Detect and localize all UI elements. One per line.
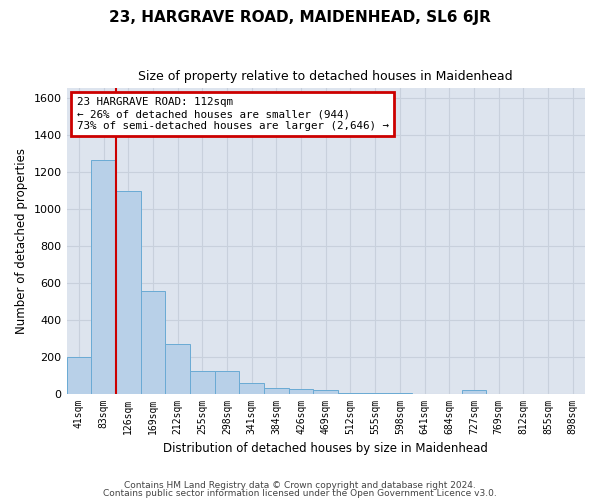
X-axis label: Distribution of detached houses by size in Maidenhead: Distribution of detached houses by size … — [163, 442, 488, 455]
Text: Contains public sector information licensed under the Open Government Licence v3: Contains public sector information licen… — [103, 488, 497, 498]
Bar — [116, 191, 140, 394]
Bar — [67, 357, 91, 394]
Title: Size of property relative to detached houses in Maidenhead: Size of property relative to detached ho… — [139, 70, 513, 83]
Text: 23 HARGRAVE ROAD: 112sqm
← 26% of detached houses are smaller (944)
73% of semi-: 23 HARGRAVE ROAD: 112sqm ← 26% of detach… — [77, 98, 389, 130]
Text: 23, HARGRAVE ROAD, MAIDENHEAD, SL6 6JR: 23, HARGRAVE ROAD, MAIDENHEAD, SL6 6JR — [109, 10, 491, 25]
Bar — [461, 390, 486, 394]
Bar — [190, 372, 215, 394]
Bar — [264, 388, 289, 394]
Bar — [363, 392, 388, 394]
Bar — [91, 160, 116, 394]
Bar — [388, 392, 412, 394]
Bar — [215, 372, 239, 394]
Bar — [239, 383, 264, 394]
Text: Contains HM Land Registry data © Crown copyright and database right 2024.: Contains HM Land Registry data © Crown c… — [124, 481, 476, 490]
Bar — [289, 389, 313, 394]
Bar — [165, 344, 190, 394]
Bar — [338, 392, 363, 394]
Bar — [313, 390, 338, 394]
Y-axis label: Number of detached properties: Number of detached properties — [15, 148, 28, 334]
Bar — [140, 290, 165, 394]
